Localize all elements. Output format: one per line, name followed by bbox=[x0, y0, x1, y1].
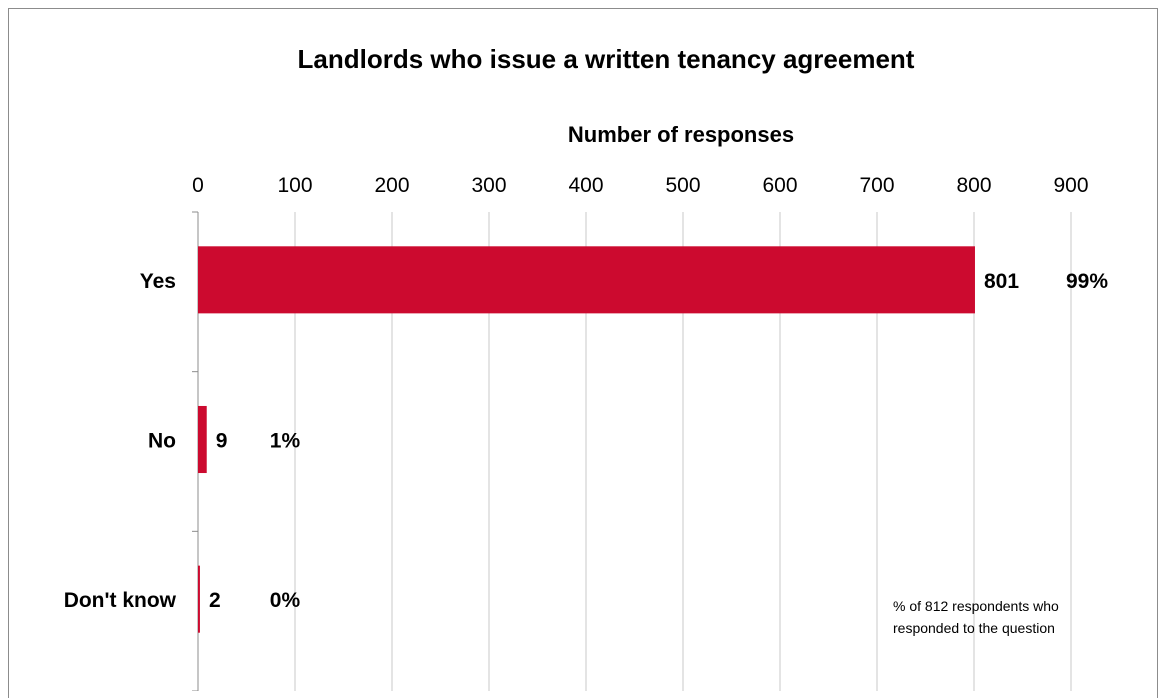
respondents-note-line-1: % of 812 respondents who bbox=[893, 598, 1059, 614]
x-tick-label-100: 100 bbox=[277, 174, 312, 197]
x-tick-label-500: 500 bbox=[665, 174, 700, 197]
category-label-don-t-know: Don't know bbox=[64, 589, 177, 612]
category-labels: Yes No Don't know bbox=[64, 270, 177, 612]
bars bbox=[198, 246, 975, 633]
x-tick-label-700: 700 bbox=[859, 174, 894, 197]
x-tick-label-400: 400 bbox=[568, 174, 603, 197]
x-tick-labels: 0 100 200 300 400 500 600 700 800 900 bbox=[192, 174, 1088, 197]
x-tick-label-900: 900 bbox=[1053, 174, 1088, 197]
x-tick-label-600: 600 bbox=[762, 174, 797, 197]
x-tick-label-800: 800 bbox=[956, 174, 991, 197]
value-label-don-t-know: 2 bbox=[209, 589, 221, 612]
respondents-note-line-2: responded to the question bbox=[893, 620, 1055, 636]
value-label-yes: 801 bbox=[984, 270, 1019, 293]
percent-label-no: 1% bbox=[270, 430, 301, 453]
x-axis-title: Number of responses bbox=[568, 122, 794, 147]
category-label-yes: Yes bbox=[140, 270, 176, 293]
chart-frame bbox=[8, 8, 1158, 698]
percent-label-yes: 99% bbox=[1066, 270, 1108, 293]
x-tick-label-300: 300 bbox=[471, 174, 506, 197]
bar-no bbox=[198, 405, 207, 474]
x-tick-label-0: 0 bbox=[192, 174, 204, 197]
bar-don-t-know bbox=[198, 565, 200, 633]
percent-label-don-t-know: 0% bbox=[270, 589, 301, 612]
x-tick-label-200: 200 bbox=[374, 174, 409, 197]
category-label-no: No bbox=[148, 430, 176, 453]
bar-yes bbox=[198, 246, 975, 314]
y-axis bbox=[192, 211, 199, 691]
value-label-no: 9 bbox=[216, 430, 228, 453]
chart-title: Landlords who issue a written tenancy ag… bbox=[298, 44, 915, 74]
data-labels: 801 99% 9 1% 2 0% bbox=[209, 270, 1108, 612]
